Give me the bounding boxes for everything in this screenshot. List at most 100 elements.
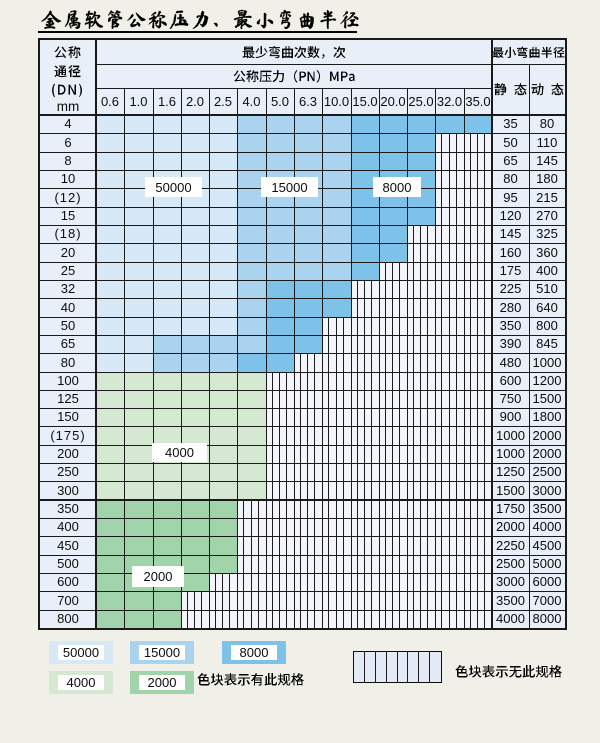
hatch-stripe [420,610,421,628]
hatch-stripe [243,536,244,555]
pressure-column-header: 15.0 [351,88,379,115]
hatch-stripe [449,372,450,390]
spec-cell-available [379,207,407,225]
spec-cell-unavailable [322,353,351,372]
hatch-stripe [427,390,428,408]
hatch-stripe [441,390,442,408]
spec-cell-unavailable [464,280,492,298]
hatch-stripe [328,390,329,408]
spec-cell-available [322,262,351,280]
glyph-path [58,84,66,95]
hatch-stripe [399,573,400,591]
glyph-path [192,10,209,29]
glyph-path [517,46,528,58]
hatch-stripe [307,610,308,628]
spec-cell-available [181,152,209,170]
spec-cell-unavailable [407,298,435,317]
hatch-stripe [251,591,252,610]
hatch-stripe [392,610,393,628]
hatch-stripe [364,335,365,353]
static-radius-cell: 65 [492,152,529,170]
legend-swatch: 8000 [222,641,286,664]
hatch-stripe [314,445,315,463]
hatch-stripe [407,652,408,682]
hatch-stripe [336,500,337,518]
spec-cell-unavailable [237,555,266,573]
spec-cell-unavailable [351,317,379,335]
spec-cell-available [294,243,322,262]
hatch-stripe [385,280,386,298]
hatch-stripe [300,372,301,390]
hatch-stripe [314,536,315,555]
dynamic-radius-cell: 4000 [529,518,565,536]
hatch-stripe [243,500,244,518]
gridline-v [95,40,97,628]
hatch-stripe [392,317,393,335]
spec-cell-unavailable [379,408,407,426]
glyph-path [68,84,77,95]
hatch-stripe [328,536,329,555]
hatch-stripe [201,610,202,628]
dynamic-radius-cell: 7000 [529,591,565,610]
spec-cell-unavailable [266,518,294,536]
spec-cell-unavailable [294,463,322,481]
hatch-stripe [279,445,280,463]
hatch-stripe [279,426,280,445]
hatch-stripe [449,280,450,298]
spec-cell-unavailable [464,500,492,518]
spec-cell-available [153,133,181,152]
dn-cell: 15 [40,207,96,225]
hatch-stripe [413,280,414,298]
spec-cell-available [322,207,351,225]
spec-cell-unavailable [351,536,379,555]
spec-cell-available [237,170,266,188]
spec-cell-available [209,536,237,555]
hatch-stripe [392,500,393,518]
hatch-stripe [328,353,329,372]
gridline-h [40,298,565,299]
dynamic-radius-cell: 2000 [529,445,565,463]
dn-cell: 6 [40,133,96,152]
hatch-stripe [484,243,485,262]
spec-cell-unavailable [294,518,322,536]
dynamic-radius-cell: 5000 [529,555,565,573]
gridline-h [40,426,565,427]
spec-cell-unavailable [464,390,492,408]
hatch-stripe [427,262,428,280]
spec-cell-unavailable [209,610,237,628]
spec-cell-unavailable [322,573,351,591]
hatch-stripe [420,591,421,610]
hatch-stripe [484,500,485,518]
hatch-stripe [364,280,365,298]
hatch-stripe [449,170,450,188]
spec-cell-available [181,225,209,243]
glyph-path [269,45,281,58]
hatch-stripe [279,555,280,573]
spec-cell-available [209,390,237,408]
gridline-h [40,518,565,519]
hatch-stripe [279,573,280,591]
hatch-stripe [343,463,344,481]
spec-cell-available [379,133,407,152]
hatch-stripe [399,390,400,408]
gridline-h [40,390,565,391]
spec-cell-unavailable [322,408,351,426]
hatch-stripe [392,353,393,372]
dynamic-radius-cell: 510 [529,280,565,298]
glyph-path [504,46,517,58]
spec-cell-available [153,262,181,280]
spec-cell-unavailable [435,243,464,262]
hatch-stripe [392,280,393,298]
hatch-stripe [385,335,386,353]
spec-cell-available [322,243,351,262]
hatch-stripe [441,262,442,280]
dynamic-radius-cell: 8000 [529,610,565,628]
spec-cell-unavailable [464,207,492,225]
hatch-stripe [336,353,337,372]
static-radius-cell: 2250 [492,536,529,555]
spec-cell-available [153,243,181,262]
dynamic-radius-cell: 270 [529,207,565,225]
min-radius-header-glyphs [492,46,565,58]
spec-cell-unavailable [351,372,379,390]
